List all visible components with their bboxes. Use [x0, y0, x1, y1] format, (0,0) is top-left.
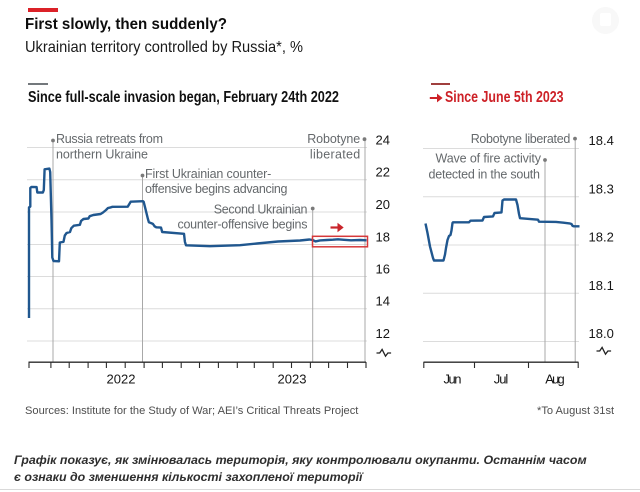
svg-text:counter-offensive begins: counter-offensive begins: [178, 218, 308, 232]
svg-text:16: 16: [376, 261, 390, 276]
svg-text:18.1: 18.1: [589, 278, 614, 293]
svg-text:Aug: Aug: [545, 372, 565, 387]
svg-text:Second Ukrainian: Second Ukrainian: [214, 203, 308, 217]
svg-text:20: 20: [376, 197, 390, 212]
svg-text:18.0: 18.0: [589, 326, 614, 341]
svg-text:2023: 2023: [278, 372, 307, 387]
svg-text:offensive begins advancing: offensive begins advancing: [145, 182, 288, 196]
svg-text:Russia retreats from: Russia retreats from: [56, 132, 163, 146]
svg-text:24: 24: [376, 132, 390, 147]
svg-text:northern Ukraine: northern Ukraine: [56, 148, 148, 162]
svg-text:22: 22: [376, 165, 390, 180]
svg-text:Wave of fire activity: Wave of fire activity: [436, 152, 542, 166]
svg-text:2022: 2022: [107, 372, 136, 387]
svg-text:Jul: Jul: [494, 372, 509, 387]
svg-text:Robotyne: Robotyne: [307, 132, 360, 146]
svg-text:detected in the south: detected in the south: [429, 168, 541, 182]
svg-text:First Ukrainian counter-: First Ukrainian counter-: [145, 167, 271, 181]
svg-text:18.4: 18.4: [589, 133, 614, 148]
svg-text:18.3: 18.3: [589, 182, 614, 197]
svg-text:12: 12: [376, 326, 390, 341]
svg-text:liberated: liberated: [310, 148, 360, 162]
svg-text:14: 14: [376, 294, 390, 309]
svg-text:18.2: 18.2: [589, 230, 614, 245]
svg-text:Robotyne liberated: Robotyne liberated: [471, 132, 571, 146]
svg-text:Jun: Jun: [444, 372, 462, 387]
svg-text:18: 18: [376, 229, 390, 244]
